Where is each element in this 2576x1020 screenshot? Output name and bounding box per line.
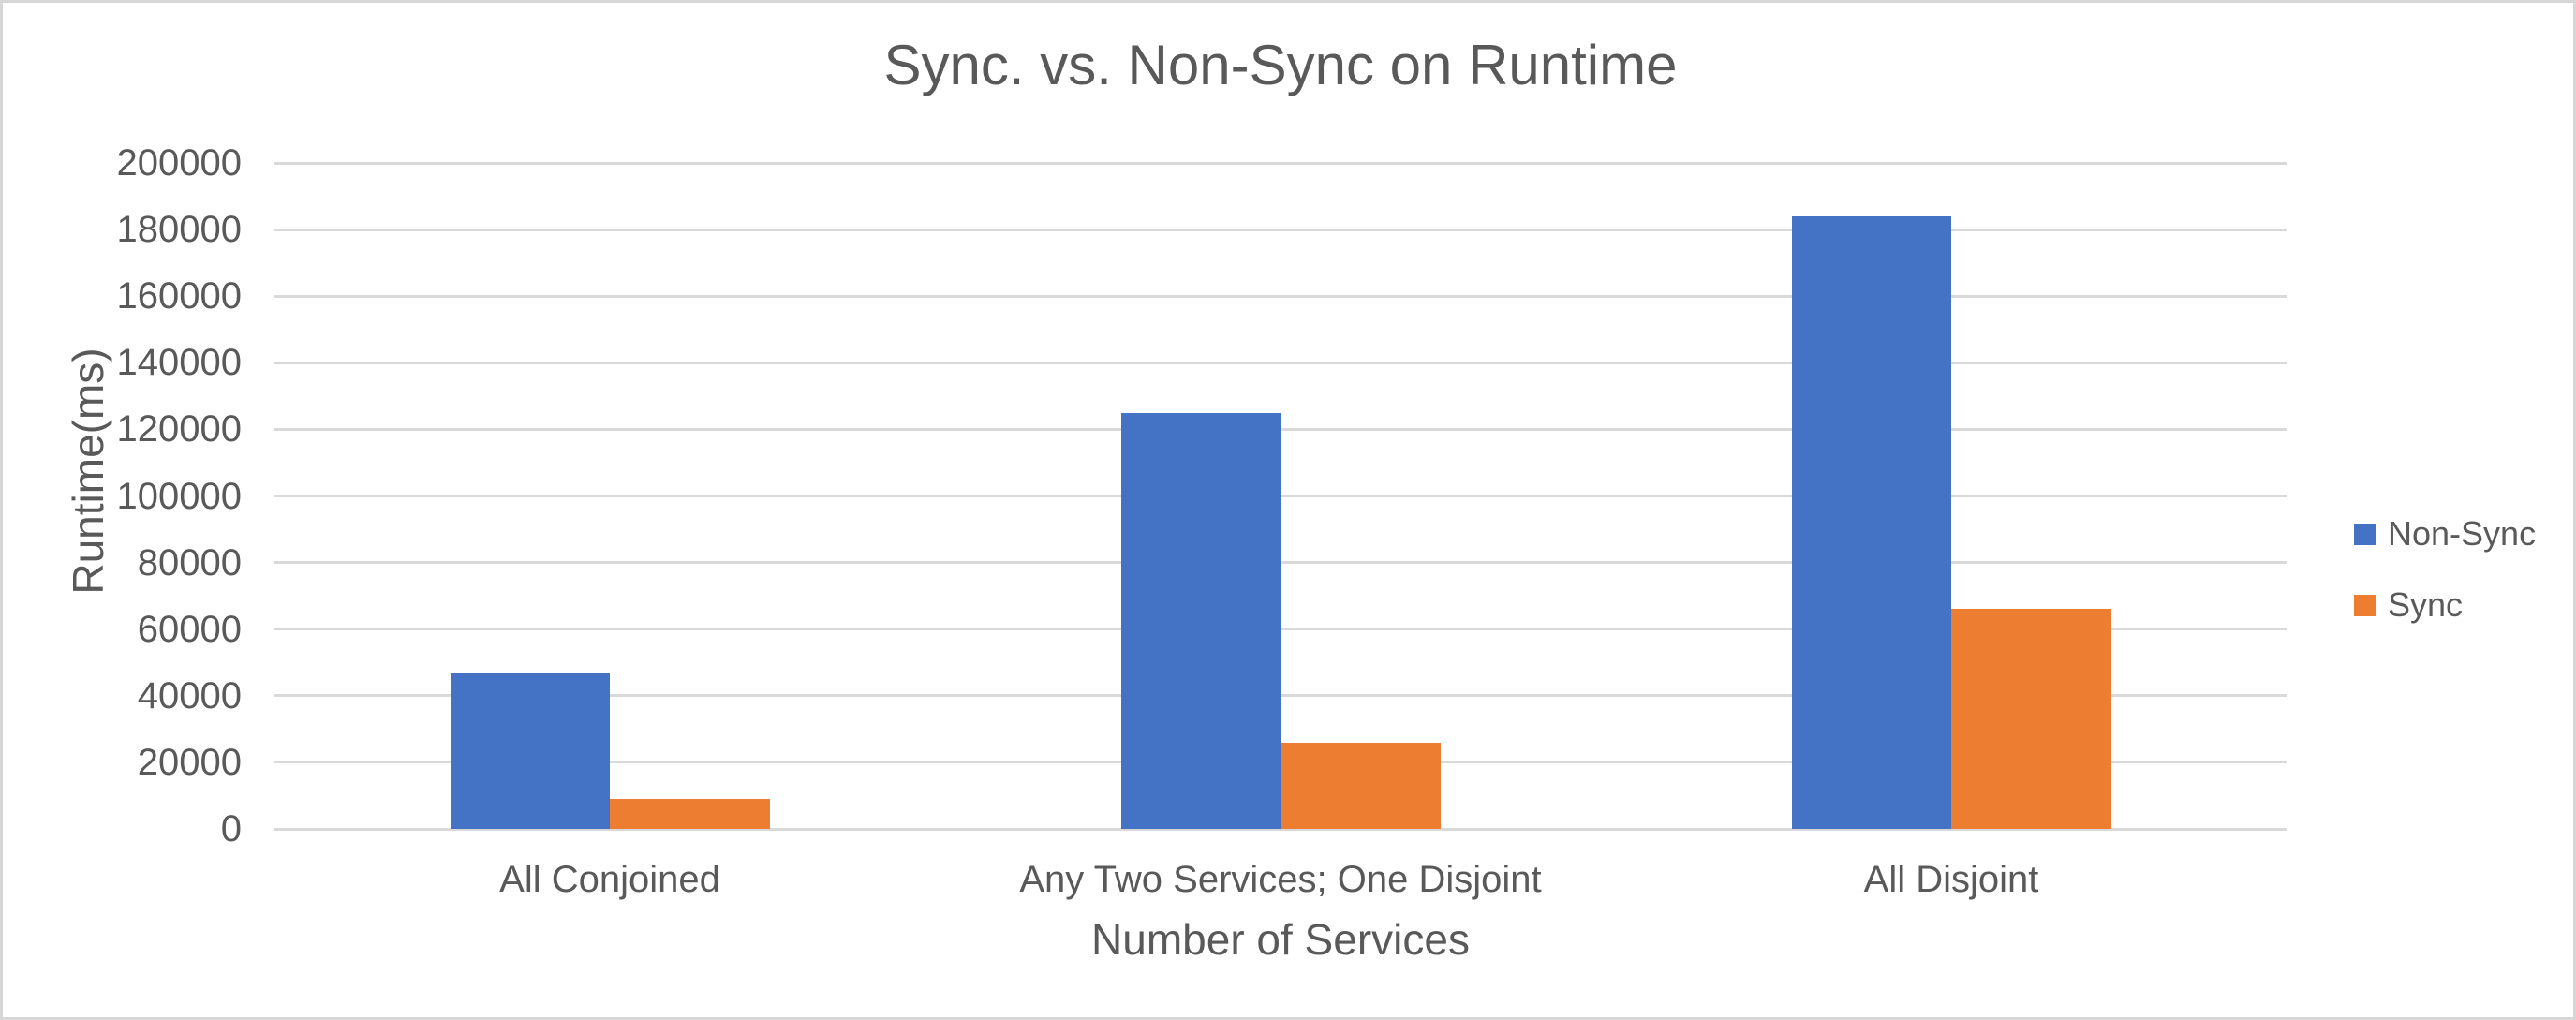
bar-non-sync-3: [1791, 215, 1951, 829]
y-tick-label: 40000: [137, 674, 242, 717]
x-axis-title: Number of Services: [1091, 915, 1470, 964]
bar-non-sync-1: [450, 672, 610, 829]
y-tick-label: 60000: [137, 608, 242, 650]
y-tick-label: 180000: [116, 209, 242, 251]
legend-item-sync: Sync: [2354, 584, 2536, 627]
x-axis-labels: All Conjoined Any Two Services; One Disjo…: [274, 857, 2287, 904]
x-category-label: All Conjoined: [499, 859, 720, 900]
legend-swatch-icon: [2354, 594, 2376, 616]
legend-item-non-sync: Non-Sync: [2354, 512, 2536, 555]
plot-area: [274, 161, 2287, 831]
y-axis-ticks: 0 20000 40000 60000 80000 100000 120000 140000 1…: [96, 143, 242, 849]
y-tick-label: 160000: [116, 275, 242, 318]
gridline: [274, 361, 2287, 364]
y-tick-label: 0: [220, 808, 242, 850]
bar-sync-3: [1951, 609, 2111, 829]
gridline: [274, 561, 2287, 565]
gridline: [274, 694, 2287, 698]
chart-title: Sync. vs. Non-Sync on Runtime: [883, 34, 1678, 96]
gridline: [274, 827, 2287, 831]
legend-label: Sync: [2388, 585, 2464, 624]
x-category-label: Any Two Services; One Disjoint: [1019, 859, 1542, 900]
legend-label: Non-Sync: [2388, 514, 2537, 553]
bar-sync-2: [1281, 742, 1441, 829]
gridline: [274, 161, 2287, 165]
gridline: [274, 427, 2287, 431]
legend: Non-Sync Sync: [2354, 512, 2536, 655]
y-tick-label: 20000: [137, 741, 242, 783]
bar-sync-1: [610, 799, 770, 829]
y-tick-label: 200000: [116, 142, 242, 184]
gridline: [274, 495, 2287, 497]
legend-swatch-icon: [2354, 523, 2376, 545]
y-tick-label: 80000: [137, 541, 242, 584]
gridline: [274, 228, 2287, 231]
y-tick-label: 120000: [116, 408, 242, 451]
y-tick-label: 100000: [116, 475, 242, 517]
gridline: [274, 294, 2287, 298]
x-category-label: All Disjoint: [1863, 859, 2039, 900]
gridline: [274, 628, 2287, 631]
y-tick-label: 140000: [116, 342, 242, 384]
bar-non-sync-2: [1120, 412, 1281, 829]
